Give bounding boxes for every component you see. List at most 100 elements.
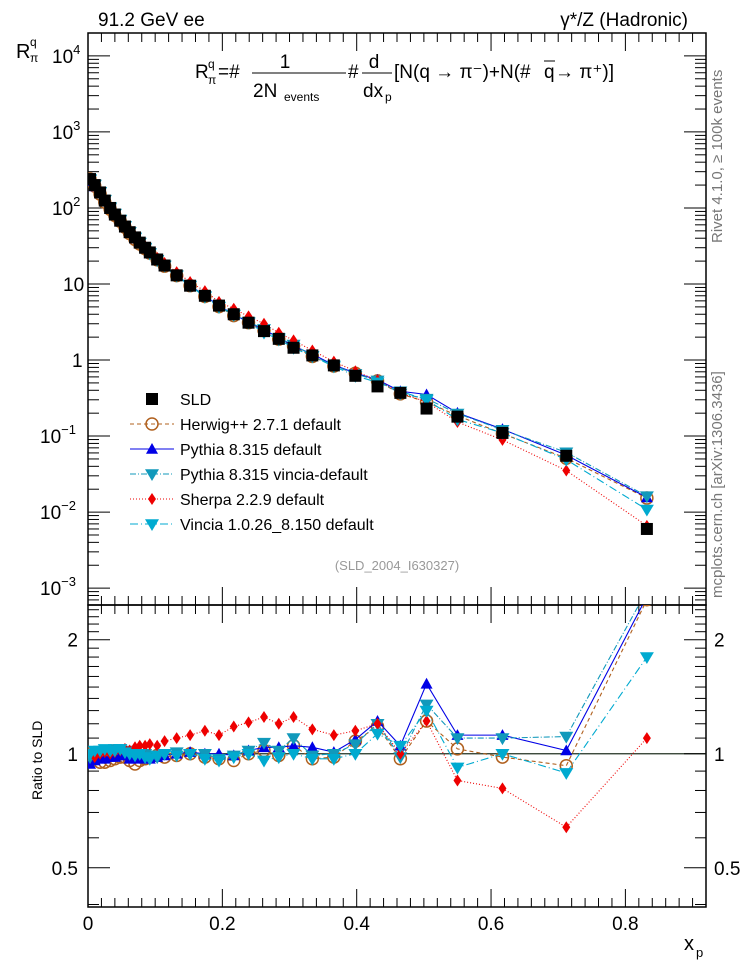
- y-tick-label: 10−3: [40, 574, 76, 600]
- y-tick-label: 10: [63, 275, 84, 296]
- y-tick-label: 104: [52, 42, 80, 68]
- legend: SLD Herwig++ 2.7.1 default Pythia 8.315 de…: [130, 392, 374, 534]
- svg-text:[N(q → π⁻)+N(#: [N(q → π⁻)+N(#: [394, 62, 531, 83]
- x-tick-label: 0.8: [612, 914, 638, 935]
- svg-text:x: x: [684, 933, 694, 955]
- data-point-sld: [371, 380, 384, 393]
- ratio-point-sherpa: [172, 732, 181, 745]
- ratio-tick-label-left: 1: [67, 745, 78, 766]
- ratio-point-vincia: [305, 753, 320, 766]
- ratio-point-sherpa: [259, 711, 268, 724]
- x-tick-label: 0.4: [343, 914, 370, 935]
- ratio-plot: [88, 591, 654, 834]
- data-point-sld: [242, 316, 255, 329]
- ratio-point-vincia: [169, 750, 184, 763]
- data-point-sld: [88, 173, 97, 186]
- ratio-point-pythia: [560, 744, 573, 756]
- svg-text:q: q: [208, 57, 215, 71]
- ratio-axis-label: Ratio to SLD: [29, 721, 45, 800]
- ratio-point-pythia_vincia: [419, 699, 434, 712]
- ratio-point-pythia: [641, 591, 653, 602]
- svg-text:d: d: [369, 52, 380, 73]
- legend-marker: [145, 417, 159, 431]
- ratio-point-sherpa: [153, 739, 162, 752]
- legend-marker: [146, 393, 158, 405]
- ratio-point-pythia_vincia: [450, 733, 465, 746]
- data-point-sld: [306, 349, 319, 362]
- ratio-point-sherpa: [229, 720, 238, 733]
- x-tick-label: 0.2: [209, 914, 235, 935]
- data-point-sld: [184, 279, 197, 292]
- svg-text:p: p: [385, 90, 392, 104]
- legend-marker: [145, 519, 159, 531]
- ratio-point-vincia: [271, 752, 286, 765]
- ratio-point-sherpa: [200, 724, 209, 737]
- ratio-line-pythia_vincia: [89, 605, 640, 760]
- ratio-point-sherpa: [160, 735, 169, 748]
- y-tick-label: 103: [52, 118, 80, 144]
- svg-text:dx: dx: [363, 81, 384, 102]
- ratio-line-vincia: [89, 656, 648, 774]
- data-point-sld: [451, 410, 464, 423]
- legend-item: Sherpa 2.2.9 default: [130, 492, 325, 509]
- point-pythia_vincia: [639, 491, 654, 504]
- ratio-point-sherpa: [498, 782, 507, 795]
- ratio-point-sherpa: [135, 739, 144, 752]
- ratio-point-sherpa: [145, 738, 154, 751]
- main-plot: [88, 172, 654, 535]
- legend-marker: [148, 493, 156, 505]
- legend-item: Herwig++ 2.7.1 default: [130, 417, 342, 434]
- ratio-point-vincia: [450, 762, 465, 775]
- point-vincia: [639, 504, 654, 517]
- ratio-point-vincia: [226, 752, 241, 765]
- ratio-point-vincia: [211, 755, 226, 768]
- svg-text:p: p: [696, 945, 703, 960]
- ratio-point-sherpa: [186, 729, 195, 742]
- data-point-sld: [640, 522, 653, 535]
- rivet-label: Rivet 4.1.0, ≥ 100k events: [709, 70, 726, 243]
- legend-label: Sherpa 2.2.9 default: [180, 492, 325, 509]
- y-tick-label: 102: [52, 194, 80, 220]
- ratio-point-sherpa: [562, 821, 571, 834]
- ratio-point-pythia_vincia: [286, 733, 301, 746]
- data-point-sld: [394, 386, 407, 399]
- y-axis-label: R q π: [16, 35, 38, 65]
- ratio-point-vincia: [286, 748, 301, 761]
- x-tick-label: 0.6: [478, 914, 504, 935]
- ratio-point-vincia: [256, 755, 271, 768]
- legend-label: Pythia 8.315 default: [180, 442, 322, 459]
- ratio-point-sherpa: [244, 716, 253, 729]
- ratio-tick-label-left: 2: [67, 631, 78, 652]
- ratio-point-vincia: [326, 753, 341, 766]
- data-point-sld: [349, 369, 362, 382]
- x-tick-label: 0: [83, 914, 94, 935]
- ratio-tick-label-right: 2: [714, 631, 725, 652]
- legend-item: SLD: [146, 392, 211, 409]
- ratio-line-herwig: [89, 605, 645, 767]
- formula: R q π =# 1 2N events # d dx p [N(q → π⁻)…: [195, 52, 614, 104]
- ratio-point-sherpa: [351, 724, 360, 737]
- ratio-point-sherpa: [422, 715, 431, 728]
- svg-text:2N: 2N: [253, 81, 277, 102]
- ratio-point-vincia: [495, 748, 510, 761]
- ratio-point-vincia: [197, 753, 212, 766]
- ratio-point-pythia_vincia: [559, 731, 574, 744]
- legend-label: SLD: [180, 392, 211, 409]
- svg-text:R: R: [195, 62, 209, 83]
- ratio-point-vincia: [370, 728, 385, 741]
- y-tick-label: 10−1: [40, 422, 76, 448]
- ratio-point-vincia: [393, 740, 408, 753]
- y-tick-label: 10−2: [40, 498, 76, 524]
- ratio-tick-label-right: 0.5: [714, 859, 740, 880]
- svg-text:π: π: [208, 73, 216, 87]
- ratio-point-sherpa: [308, 723, 317, 736]
- svg-text:#: #: [348, 62, 359, 83]
- ratio-tick-label-right: 1: [714, 745, 725, 766]
- svg-text:q: q: [30, 35, 37, 49]
- ratio-point-sherpa: [289, 711, 298, 724]
- data-point-sld: [198, 289, 211, 302]
- ratio-point-pythia: [420, 677, 433, 689]
- legend-label: Pythia 8.315 vincia-default: [180, 467, 368, 484]
- data-point-sld: [170, 269, 183, 282]
